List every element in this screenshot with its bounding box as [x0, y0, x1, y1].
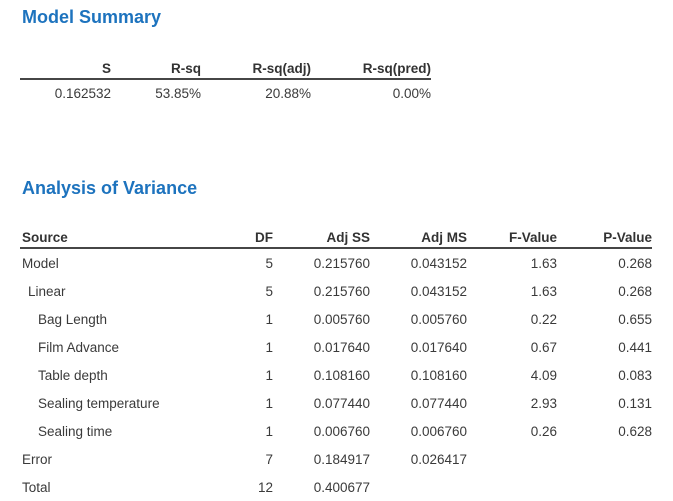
source-cell: Total	[22, 479, 51, 495]
model-summary-table: S R-sq R-sq(adj) R-sq(pred) 0.162532 53.…	[20, 55, 431, 107]
anova-row-linear: Linear 5 0.215760 0.043152 1.63 0.268	[20, 277, 652, 305]
p-value-cell: 0.628	[618, 423, 652, 439]
f-value-cell: 1.63	[530, 283, 557, 299]
adj-ms-cell: 0.043152	[410, 283, 467, 299]
adj-ms-cell: 0.017640	[410, 339, 467, 355]
p-value-cell	[557, 445, 652, 473]
anova-row-film-advance: Film Advance 1 0.017640 0.017640 0.67 0.…	[20, 333, 652, 361]
anova-table: Source DF Adj SS Adj MS F-Value P-Value …	[20, 224, 652, 501]
source-cell: Table depth	[38, 367, 108, 383]
anova-header-row: Source DF Adj SS Adj MS F-Value P-Value	[20, 224, 652, 249]
anova-row-model: Model 5 0.215760 0.043152 1.63 0.268	[20, 248, 652, 277]
adj-ms-cell: 0.005760	[410, 311, 467, 327]
adj-ss-cell: 0.215760	[313, 255, 370, 271]
df-cell: 7	[265, 451, 273, 467]
df-cell: 1	[265, 311, 273, 327]
anova-row-error: Error 7 0.184917 0.026417	[20, 445, 652, 473]
value-r-sq-pred: 0.00%	[392, 86, 431, 101]
df-cell: 1	[265, 339, 273, 355]
adj-ms-cell: 0.006760	[410, 423, 467, 439]
column-header-r-sq-pred: R-sq(pred)	[311, 55, 431, 80]
df-cell: 12	[257, 479, 273, 495]
df-cell: 5	[265, 283, 273, 299]
adj-ms-cell: 0.108160	[410, 367, 467, 383]
df-cell: 1	[265, 367, 273, 383]
adj-ss-cell: 0.108160	[313, 367, 370, 383]
source-cell: Sealing time	[38, 423, 113, 439]
column-header-r-sq: R-sq	[111, 55, 201, 80]
p-value-cell: 0.268	[618, 255, 652, 271]
column-header-p-value: P-Value	[557, 224, 652, 249]
source-cell: Error	[22, 451, 52, 467]
column-header-adj-ss: Adj SS	[273, 224, 370, 249]
source-cell: Linear	[28, 283, 66, 299]
adj-ss-cell: 0.017640	[313, 339, 370, 355]
adj-ms-cell: 0.043152	[410, 255, 467, 271]
f-value-cell: 1.63	[530, 255, 557, 271]
column-header-r-sq-adj: R-sq(adj)	[201, 55, 311, 80]
source-cell: Model	[22, 255, 59, 271]
adj-ss-cell: 0.184917	[313, 451, 370, 467]
anova-row-sealing-time: Sealing time 1 0.006760 0.006760 0.26 0.…	[20, 417, 652, 445]
source-cell: Bag Length	[38, 311, 108, 327]
column-header-adj-ms: Adj MS	[370, 224, 467, 249]
p-value-cell: 0.083	[618, 367, 652, 383]
f-value-cell: 0.67	[530, 339, 557, 355]
f-value-cell: 0.22	[530, 311, 557, 327]
df-cell: 5	[265, 255, 273, 271]
p-value-cell	[557, 473, 652, 501]
column-header-s: S	[20, 55, 111, 80]
value-r-sq: 53.85%	[155, 86, 201, 101]
adj-ss-cell: 0.215760	[313, 283, 370, 299]
model-summary-header-row: S R-sq R-sq(adj) R-sq(pred)	[20, 55, 431, 80]
anova-title: Analysis of Variance	[22, 178, 198, 198]
f-value-cell: 2.93	[530, 395, 557, 411]
value-s: 0.162532	[54, 86, 111, 101]
adj-ms-cell: 0.077440	[410, 395, 467, 411]
adj-ss-cell: 0.077440	[313, 395, 370, 411]
f-value-cell	[467, 445, 557, 473]
adj-ms-cell: 0.026417	[410, 451, 467, 467]
value-r-sq-adj: 20.88%	[265, 86, 311, 101]
f-value-cell	[467, 473, 557, 501]
df-cell: 1	[265, 423, 273, 439]
source-cell: Film Advance	[38, 339, 120, 355]
p-value-cell: 0.655	[618, 311, 652, 327]
adj-ss-cell: 0.400677	[313, 479, 370, 495]
anova-row-table-depth: Table depth 1 0.108160 0.108160 4.09 0.0…	[20, 361, 652, 389]
f-value-cell: 4.09	[530, 367, 557, 383]
adj-ss-cell: 0.006760	[313, 423, 370, 439]
anova-row-bag-length: Bag Length 1 0.005760 0.005760 0.22 0.65…	[20, 305, 652, 333]
p-value-cell: 0.441	[618, 339, 652, 355]
adj-ms-cell	[370, 473, 467, 501]
anova-row-total: Total 12 0.400677	[20, 473, 652, 501]
anova-row-sealing-temperature: Sealing temperature 1 0.077440 0.077440 …	[20, 389, 652, 417]
column-header-source: Source	[20, 224, 220, 249]
f-value-cell: 0.26	[530, 423, 557, 439]
column-header-f-value: F-Value	[467, 224, 557, 249]
p-value-cell: 0.268	[618, 283, 652, 299]
source-cell: Sealing temperature	[38, 395, 160, 411]
p-value-cell: 0.131	[618, 395, 652, 411]
model-summary-title: Model Summary	[22, 7, 162, 27]
adj-ss-cell: 0.005760	[313, 311, 370, 327]
df-cell: 1	[265, 395, 273, 411]
column-header-df: DF	[220, 224, 273, 249]
model-summary-values-row: 0.162532 53.85% 20.88% 0.00%	[20, 79, 431, 107]
